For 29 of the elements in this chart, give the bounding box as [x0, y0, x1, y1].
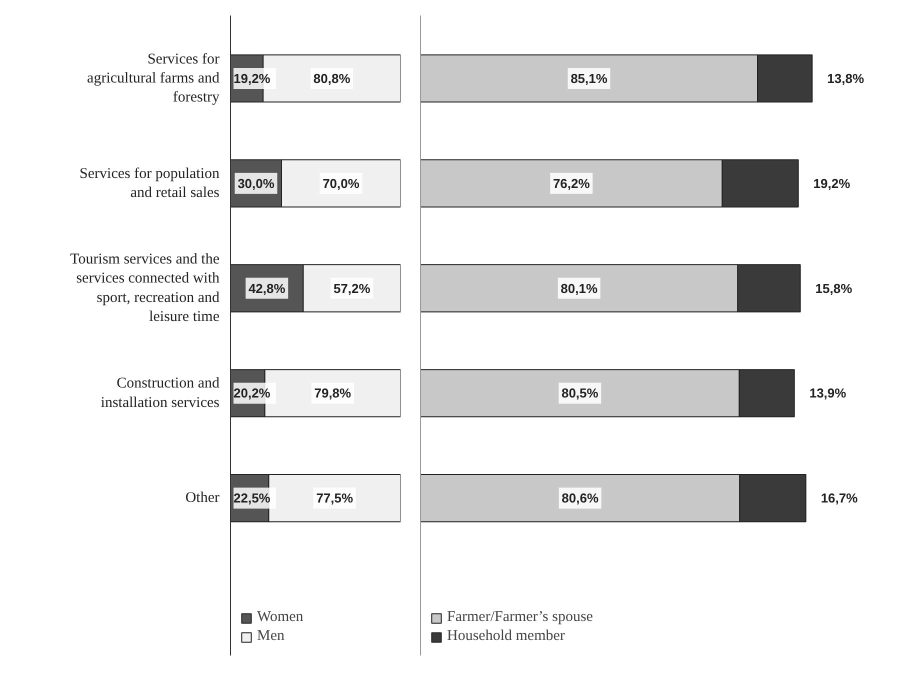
y-tick-label: Services for population and retail sales [80, 166, 220, 201]
data-label: 80,6% [562, 490, 599, 506]
data-label: 15,8% [815, 280, 853, 296]
data-label: 20,2% [234, 386, 271, 401]
data-label: 80,5% [561, 386, 599, 401]
data-label: 22,5% [234, 490, 271, 506]
y-tick-label: Other [185, 490, 220, 506]
data-label: 19,2% [234, 70, 271, 86]
data-label: 70,0% [322, 176, 360, 191]
data-label: 79,8% [314, 386, 352, 401]
data-label: 19,2% [813, 176, 851, 191]
legend-label: Men [257, 628, 284, 645]
data-label: 85,1% [570, 70, 608, 86]
data-label: 13,9% [809, 386, 847, 401]
legend-label: Household member [447, 628, 565, 645]
data-label: 16,7% [820, 490, 858, 506]
y-tick-label: Construction and installation services [100, 376, 220, 411]
legend-label: Farmer/Farmer’s spouse [447, 609, 593, 626]
y-tick-label: Tourism services and the services connected with sport, recreation and leisure time [70, 251, 220, 326]
data-label: 30,0% [238, 176, 275, 191]
data-label: 76,2% [552, 176, 590, 191]
data-label: 80,8% [313, 70, 351, 86]
data-label: 77,5% [316, 490, 354, 506]
legend-label: Women [257, 609, 304, 626]
data-label: 57,2% [333, 280, 371, 296]
data-label: 42,8% [248, 280, 286, 296]
data-label: 13,8% [827, 70, 864, 86]
y-tick-label: Services for agricultural farms and forestry [87, 51, 220, 106]
data-label: 80,1% [560, 280, 598, 296]
